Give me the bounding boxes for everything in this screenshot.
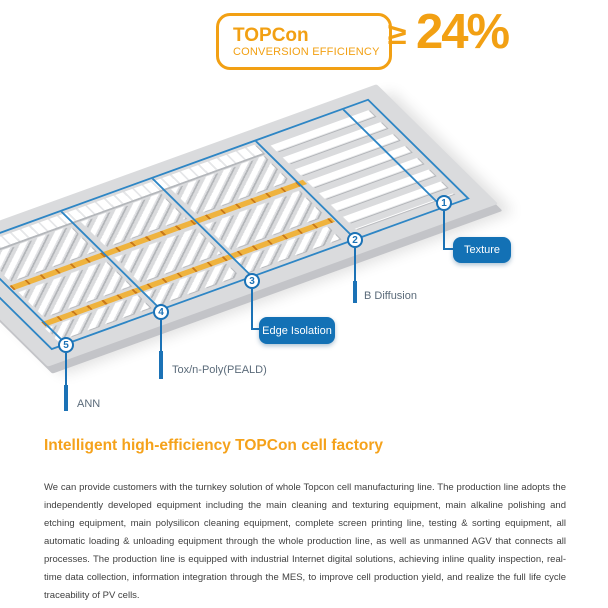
callout-line: [354, 248, 356, 302]
callout-marker-2: 2: [347, 232, 363, 248]
tox-npoly-label: Tox/n-Poly(PEALD): [172, 364, 267, 376]
factory-illustration: [0, 84, 499, 367]
callout-marker-3: 3: [244, 273, 260, 289]
callout-line: [159, 351, 163, 379]
callout-line: [251, 289, 253, 329]
callout-marker-4: 4: [153, 304, 169, 320]
b-diffusion-label: B Diffusion: [364, 290, 417, 302]
callout-line: [443, 211, 445, 249]
callout-line: [443, 248, 455, 250]
greater-equal-icon: ≥: [387, 18, 407, 51]
efficiency-badge: TOPCon CONVERSION EFFICIENCY: [216, 13, 392, 70]
callout-line: [64, 385, 68, 411]
page-title: Intelligent high-efficiency TOPCon cell …: [44, 437, 384, 454]
callout-marker-1: 1: [436, 195, 452, 211]
callout-marker-5: 5: [58, 337, 74, 353]
texture-button[interactable]: Texture: [453, 237, 511, 263]
callout-line: [353, 281, 357, 303]
ann-label: ANN: [77, 398, 101, 410]
edge-isolation-button[interactable]: Edge Isolation: [259, 317, 335, 344]
callout-line: [160, 320, 162, 360]
callout-line: [65, 353, 67, 391]
badge-subtitle: CONVERSION EFFICIENCY: [233, 45, 380, 58]
badge-title: TOPCon: [233, 24, 309, 46]
efficiency-value: 24%: [416, 5, 510, 59]
body-paragraph: We can provide customers with the turnke…: [44, 482, 566, 601]
callout-line: [251, 328, 261, 330]
